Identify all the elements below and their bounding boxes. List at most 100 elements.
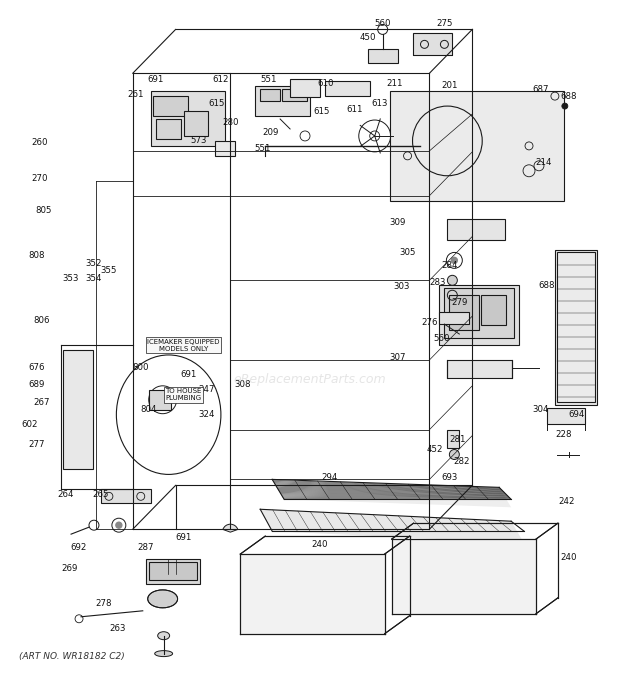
Bar xyxy=(555,250,596,405)
Text: 201: 201 xyxy=(441,81,458,90)
Text: 615: 615 xyxy=(208,99,224,108)
Text: 281: 281 xyxy=(449,435,466,444)
Circle shape xyxy=(562,103,568,109)
Bar xyxy=(156,119,180,139)
Text: 276: 276 xyxy=(421,317,438,326)
Bar xyxy=(282,89,307,101)
Text: 267: 267 xyxy=(33,398,50,407)
Text: 353: 353 xyxy=(63,274,79,283)
Text: 611: 611 xyxy=(347,105,363,114)
Bar xyxy=(255,86,310,116)
Text: 261: 261 xyxy=(128,90,144,99)
Text: 688: 688 xyxy=(560,92,577,101)
Bar xyxy=(412,33,453,55)
Text: 613: 613 xyxy=(371,99,388,108)
Text: 277: 277 xyxy=(28,440,45,449)
Text: 806: 806 xyxy=(33,315,50,324)
Polygon shape xyxy=(241,554,384,633)
Text: 304: 304 xyxy=(533,405,549,414)
Bar xyxy=(151,91,226,146)
Text: 694: 694 xyxy=(569,410,585,420)
Text: 283: 283 xyxy=(429,278,446,287)
Bar xyxy=(481,295,506,325)
Bar xyxy=(448,360,512,378)
Text: 275: 275 xyxy=(436,19,453,28)
Text: 308: 308 xyxy=(234,380,250,389)
Circle shape xyxy=(116,522,122,528)
Text: 804: 804 xyxy=(141,405,157,414)
Bar xyxy=(448,430,459,448)
Text: 688: 688 xyxy=(539,281,555,290)
Text: 610: 610 xyxy=(317,79,334,88)
Text: 691: 691 xyxy=(180,371,197,380)
Bar xyxy=(260,89,280,101)
Bar xyxy=(450,295,479,330)
Text: ICEMAKER EQUIPPED
MODELS ONLY: ICEMAKER EQUIPPED MODELS ONLY xyxy=(148,339,220,351)
Text: 264: 264 xyxy=(58,490,74,499)
Text: 209: 209 xyxy=(262,128,278,137)
Text: 551: 551 xyxy=(260,75,277,83)
Polygon shape xyxy=(260,509,524,543)
Text: 560: 560 xyxy=(374,19,391,28)
Text: 279: 279 xyxy=(451,297,467,306)
Text: 612: 612 xyxy=(212,75,229,83)
Bar xyxy=(149,562,197,580)
Bar xyxy=(557,253,595,402)
Bar xyxy=(547,408,585,424)
Text: TO HOUSE
PLUMBING: TO HOUSE PLUMBING xyxy=(166,388,202,402)
Bar xyxy=(146,559,200,584)
Text: 228: 228 xyxy=(556,430,572,439)
Text: 551: 551 xyxy=(254,144,270,153)
Text: 280: 280 xyxy=(222,119,239,128)
Bar xyxy=(445,288,514,338)
Text: 693: 693 xyxy=(441,473,458,482)
Text: 303: 303 xyxy=(393,282,410,290)
Bar xyxy=(389,91,564,201)
Text: 687: 687 xyxy=(533,85,549,94)
Text: 689: 689 xyxy=(28,380,45,389)
Polygon shape xyxy=(392,539,536,614)
Text: 265: 265 xyxy=(93,490,109,499)
Text: (ART NO. WR18182 C2): (ART NO. WR18182 C2) xyxy=(19,652,125,661)
Text: 450: 450 xyxy=(360,33,376,42)
Text: 602: 602 xyxy=(21,420,38,429)
Text: 324: 324 xyxy=(198,410,215,420)
Bar xyxy=(215,141,236,156)
Bar xyxy=(184,111,208,136)
Polygon shape xyxy=(272,480,511,507)
Circle shape xyxy=(450,449,459,460)
Text: 452: 452 xyxy=(426,445,443,454)
Circle shape xyxy=(448,275,458,285)
Text: eReplacementParts.com: eReplacementParts.com xyxy=(234,373,386,386)
Text: 214: 214 xyxy=(536,158,552,167)
Bar xyxy=(440,285,519,345)
Text: 282: 282 xyxy=(453,457,469,466)
Text: 284: 284 xyxy=(441,261,458,270)
Bar xyxy=(153,96,188,116)
Bar xyxy=(325,81,370,96)
Text: 352: 352 xyxy=(86,259,102,268)
Ellipse shape xyxy=(155,651,172,657)
Text: 560: 560 xyxy=(433,333,450,342)
Bar xyxy=(63,350,93,469)
Text: 287: 287 xyxy=(138,542,154,551)
Ellipse shape xyxy=(148,590,177,608)
Text: 260: 260 xyxy=(31,139,48,148)
Text: 615: 615 xyxy=(314,106,330,115)
Text: 278: 278 xyxy=(95,600,112,609)
Bar xyxy=(149,390,170,410)
Bar xyxy=(440,312,469,324)
Text: 294: 294 xyxy=(322,473,338,482)
Text: 691: 691 xyxy=(175,533,192,542)
Text: 355: 355 xyxy=(100,266,117,275)
Bar xyxy=(448,219,505,241)
Text: 692: 692 xyxy=(71,542,87,551)
Ellipse shape xyxy=(157,632,170,640)
Text: 307: 307 xyxy=(389,353,406,362)
Text: 354: 354 xyxy=(86,274,102,283)
Text: 269: 269 xyxy=(61,564,78,573)
Text: 691: 691 xyxy=(148,75,164,83)
Wedge shape xyxy=(223,524,238,532)
Text: 676: 676 xyxy=(28,364,45,373)
Text: 242: 242 xyxy=(559,497,575,506)
